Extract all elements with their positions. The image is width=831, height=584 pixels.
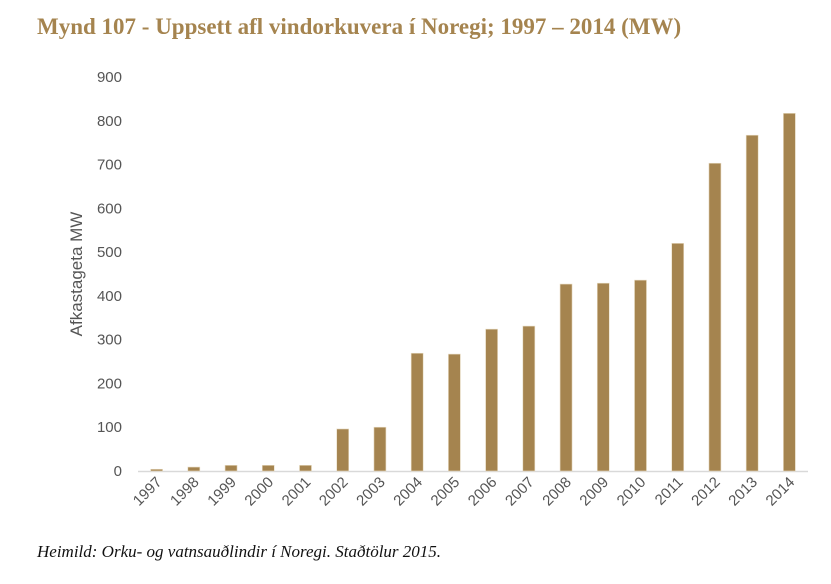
y-tick-label: 300 (97, 332, 122, 349)
source-note: Heimild: Orku- og vatnsauðlindir í Noreg… (37, 542, 442, 561)
bar-2005 (448, 353, 461, 472)
bar-1997 (150, 468, 163, 472)
y-tick-label: 500 (97, 244, 122, 261)
y-tick-label: 600 (97, 200, 122, 217)
bar-2010 (634, 279, 647, 472)
x-tick-label: 2003 (353, 474, 389, 510)
x-tick-label: 2010 (614, 474, 650, 510)
x-tick-label: 2008 (539, 474, 575, 510)
y-tick-label: 200 (97, 375, 122, 392)
x-tick-label: 2001 (279, 474, 315, 510)
x-tick-label: 2004 (390, 474, 426, 510)
bar-2012 (708, 162, 722, 472)
bar-2011 (671, 243, 685, 472)
bar-2000 (261, 465, 275, 472)
x-tick-label: 1999 (204, 474, 240, 510)
bar-2008 (559, 283, 573, 472)
y-tick-label: 0 (114, 463, 122, 480)
y-tick-label: 800 (97, 113, 122, 130)
bar-2013 (745, 134, 759, 472)
x-tick-label: 2012 (688, 474, 724, 510)
bar-1999 (224, 465, 238, 472)
x-tick-label: 1997 (130, 474, 166, 510)
x-tick-label: 2013 (725, 474, 761, 510)
y-tick-label: 400 (97, 288, 122, 305)
bar-2007 (522, 325, 536, 472)
x-tick-label: 2007 (502, 474, 538, 510)
bar-2014 (783, 113, 796, 472)
x-tick-label: 1998 (167, 474, 203, 510)
y-tick-label: 900 (97, 69, 122, 86)
chart-title: Mynd 107 - Uppsett afl vindorkuvera í No… (37, 14, 682, 39)
bar-2006 (485, 328, 498, 472)
bar-2004 (410, 352, 424, 472)
x-tick-label: 2000 (241, 474, 277, 510)
bar-2001 (299, 465, 312, 472)
bar-2002 (336, 428, 350, 472)
bar-2003 (373, 426, 387, 472)
x-tick-label: 2011 (652, 474, 687, 509)
x-tick-label: 2014 (763, 474, 799, 510)
bar-2009 (596, 282, 610, 472)
bar-1998 (187, 466, 201, 472)
x-tick-label: 2002 (316, 474, 352, 510)
y-tick-label: 700 (97, 157, 122, 174)
y-axis-label: Afkastageta MW (67, 212, 86, 337)
x-tick-label: 2005 (428, 474, 464, 510)
y-tick-label: 100 (97, 419, 122, 436)
x-tick-label: 2006 (465, 474, 501, 510)
x-tick-label: 2009 (576, 474, 612, 510)
